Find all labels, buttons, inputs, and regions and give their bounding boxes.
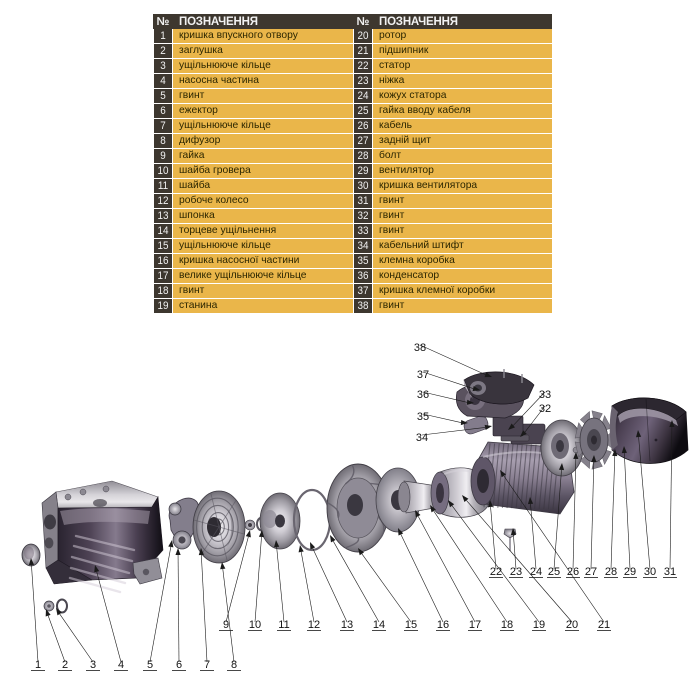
svg-text:37: 37 [417,369,429,381]
svg-text:27: 27 [585,566,597,578]
svg-text:12: 12 [308,619,320,631]
svg-text:5: 5 [147,659,153,671]
svg-text:28: 28 [605,566,617,578]
svg-text:14: 14 [373,619,385,631]
svg-text:9: 9 [223,619,229,631]
svg-text:35: 35 [417,411,429,423]
svg-text:29: 29 [624,566,636,578]
svg-text:15: 15 [405,619,417,631]
svg-text:13: 13 [341,619,353,631]
svg-text:30: 30 [644,566,656,578]
svg-text:16: 16 [437,619,449,631]
svg-text:8: 8 [231,659,237,671]
svg-text:17: 17 [469,619,481,631]
svg-text:4: 4 [118,659,124,671]
svg-text:21: 21 [598,619,610,631]
svg-text:20: 20 [566,619,578,631]
svg-text:31: 31 [664,566,676,578]
svg-text:19: 19 [533,619,545,631]
svg-text:25: 25 [548,566,560,578]
svg-text:10: 10 [249,619,261,631]
svg-text:11: 11 [278,619,289,631]
svg-text:7: 7 [204,659,210,671]
svg-text:34: 34 [416,432,428,444]
svg-text:24: 24 [530,566,542,578]
svg-text:33: 33 [539,389,551,401]
svg-text:6: 6 [176,659,182,671]
svg-text:32: 32 [539,403,551,415]
svg-text:22: 22 [490,566,502,578]
svg-text:1: 1 [35,659,41,671]
svg-text:26: 26 [567,566,579,578]
svg-text:23: 23 [510,566,522,578]
svg-text:2: 2 [62,659,68,671]
svg-text:18: 18 [501,619,513,631]
svg-text:36: 36 [417,389,429,401]
svg-text:38: 38 [414,342,426,354]
svg-text:3: 3 [90,659,96,671]
